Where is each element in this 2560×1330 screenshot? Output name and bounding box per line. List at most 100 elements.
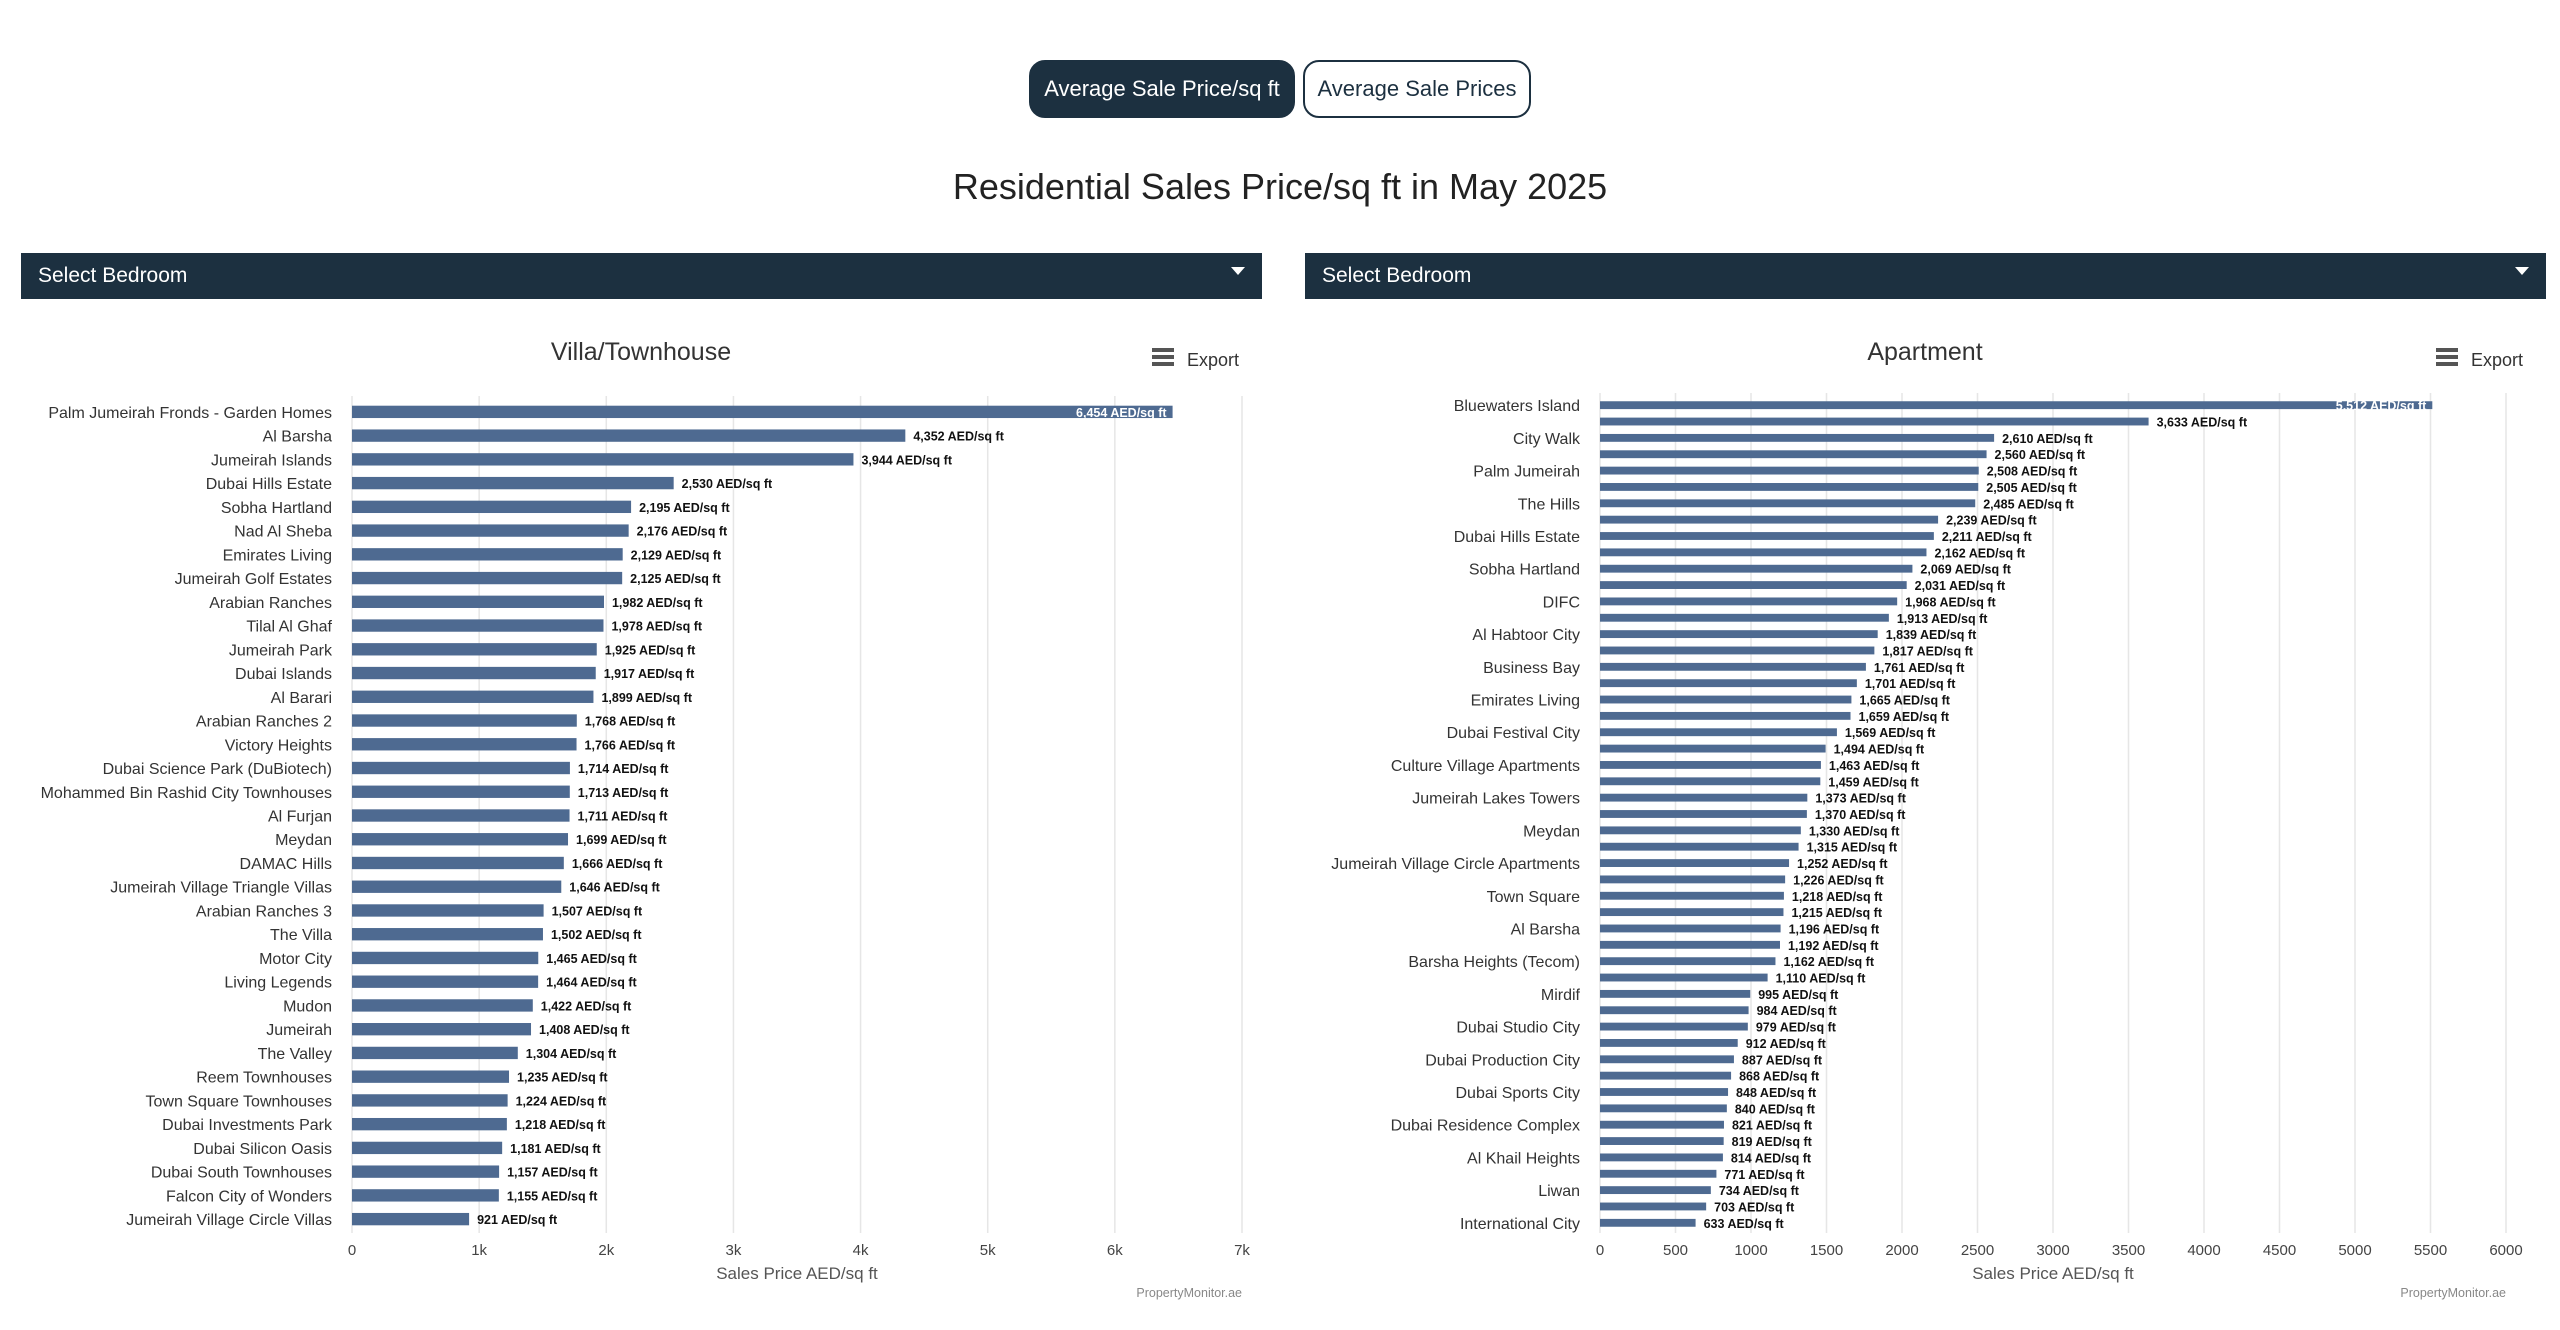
x-tick-label: 2500 [1961, 1242, 1994, 1259]
data-label: 1,192 AED/sq ft [1788, 939, 1879, 953]
data-label: 1,181 AED/sq ft [510, 1142, 601, 1156]
bar [1600, 875, 1786, 884]
tab-average-sale-prices[interactable]: Average Sale Prices [1303, 60, 1531, 118]
data-label: 1,235 AED/sq ft [517, 1071, 608, 1085]
bedroom-select-apartment[interactable]: Select Bedroom [1305, 253, 2546, 299]
y-tick-label: Dubai Sports City [1456, 1085, 1581, 1102]
bar [352, 1023, 532, 1036]
bar [1600, 859, 1790, 867]
bar [1600, 777, 1821, 786]
data-label: 1,218 AED/sq ft [1792, 890, 1883, 904]
bar [1600, 662, 1866, 671]
data-label: 1,304 AED/sq ft [526, 1047, 617, 1061]
bar [1600, 483, 1979, 491]
x-tick-label: 3000 [2036, 1242, 2069, 1259]
bar [1600, 908, 1784, 917]
bar [1600, 581, 1907, 589]
x-tick-label: 0 [348, 1242, 356, 1259]
page-title: Residential Sales Price/sq ft in May 202… [952, 166, 1608, 207]
x-tick-label: 5k [980, 1242, 996, 1259]
bar [1600, 515, 1939, 524]
y-tick-label: Jumeirah Lakes Towers [1412, 791, 1580, 808]
bedroom-select-label: Select Bedroom [1322, 264, 1472, 287]
data-label: 1,917 AED/sq ft [604, 667, 695, 681]
data-label: 2,485 AED/sq ft [1983, 497, 2074, 511]
y-tick-label: Emirates Living [223, 547, 332, 564]
data-label: 2,239 AED/sq ft [1946, 514, 2037, 528]
bar [352, 524, 629, 537]
bar [352, 643, 597, 656]
data-label: 1,569 AED/sq ft [1845, 726, 1936, 740]
data-label: 819 AED/sq ft [1732, 1135, 1813, 1149]
bar [1600, 433, 1995, 442]
data-label: 2,031 AED/sq ft [1915, 579, 2006, 593]
export-button[interactable]: Export [2436, 348, 2523, 370]
data-label: 734 AED/sq ft [1719, 1184, 1800, 1198]
data-label: 979 AED/sq ft [1756, 1021, 1837, 1035]
y-tick-label: Jumeirah [266, 1022, 332, 1039]
data-label: 771 AED/sq ft [1724, 1168, 1805, 1182]
y-tick-label: Falcon City of Wonders [166, 1188, 332, 1205]
y-tick-label: Sobha Hartland [1469, 562, 1580, 579]
bar [1600, 1071, 1732, 1080]
data-label: 1,761 AED/sq ft [1874, 661, 1965, 675]
bar [352, 1094, 508, 1107]
data-label: 1,665 AED/sq ft [1859, 694, 1950, 708]
data-label: 2,560 AED/sq ft [1995, 448, 2086, 462]
data-label: 1,215 AED/sq ft [1791, 906, 1882, 920]
y-tick-label: Meydan [275, 832, 332, 849]
tab-average-sale-price-per-sqft[interactable]: Average Sale Price/sq ft [1029, 60, 1295, 118]
x-tick-label: 4000 [2187, 1242, 2220, 1259]
data-label: 821 AED/sq ft [1732, 1119, 1813, 1133]
bedroom-select-villa[interactable]: Select Bedroom [21, 253, 1262, 299]
bar [1600, 1104, 1727, 1113]
y-tick-label: City Walk [1513, 431, 1581, 448]
data-label: 1,701 AED/sq ft [1865, 677, 1956, 691]
bar [352, 975, 539, 988]
export-label: Export [1187, 350, 1239, 370]
y-tick-label: Al Barari [271, 690, 332, 707]
y-tick-label: Sobha Hartland [221, 500, 332, 517]
bar [1600, 842, 1799, 851]
bar [1600, 646, 1875, 655]
bar [352, 405, 1173, 419]
y-tick-label: International City [1460, 1216, 1580, 1233]
y-tick-label: Victory Heights [225, 737, 332, 754]
bar [352, 595, 604, 608]
x-tick-label: 3k [726, 1242, 742, 1259]
data-label: 1,714 AED/sq ft [578, 762, 669, 776]
y-tick-label: Mirdif [1541, 987, 1581, 1004]
bar [1600, 548, 1927, 557]
y-tick-label: Dubai Silicon Oasis [193, 1141, 332, 1158]
data-label: 1,162 AED/sq ft [1783, 955, 1874, 969]
bar [352, 548, 623, 561]
data-label: 703 AED/sq ft [1714, 1200, 1795, 1214]
bar [1600, 793, 1808, 802]
export-button[interactable]: Export [1152, 348, 1239, 370]
data-label: 848 AED/sq ft [1736, 1086, 1817, 1100]
data-label: 1,224 AED/sq ft [516, 1094, 607, 1108]
bar [352, 999, 533, 1012]
data-label: 840 AED/sq ft [1735, 1102, 1816, 1116]
data-label: 984 AED/sq ft [1757, 1004, 1838, 1018]
x-tick-label: 500 [1663, 1242, 1688, 1259]
data-label: 4,352 AED/sq ft [913, 430, 1004, 444]
bar [352, 1117, 507, 1131]
bar [1600, 597, 1898, 606]
data-label: 2,530 AED/sq ft [682, 477, 773, 491]
data-label: 3,944 AED/sq ft [861, 453, 952, 467]
y-tick-label: Jumeirah Islands [211, 452, 332, 469]
menu-icon-line [1152, 362, 1174, 366]
data-label: 6,454 AED/sq ft [1076, 406, 1167, 420]
bar [1600, 1055, 1734, 1064]
data-label: 2,069 AED/sq ft [1920, 563, 2011, 577]
data-label: 2,176 AED/sq ft [637, 525, 728, 539]
bar [352, 690, 594, 703]
y-tick-label: Dubai Studio City [1456, 1020, 1580, 1037]
data-label: 1,982 AED/sq ft [612, 596, 703, 610]
bar [352, 714, 577, 727]
bar [1600, 810, 1807, 818]
y-tick-label: Meydan [1523, 823, 1580, 840]
bar [352, 809, 570, 822]
bar [1600, 1153, 1723, 1162]
